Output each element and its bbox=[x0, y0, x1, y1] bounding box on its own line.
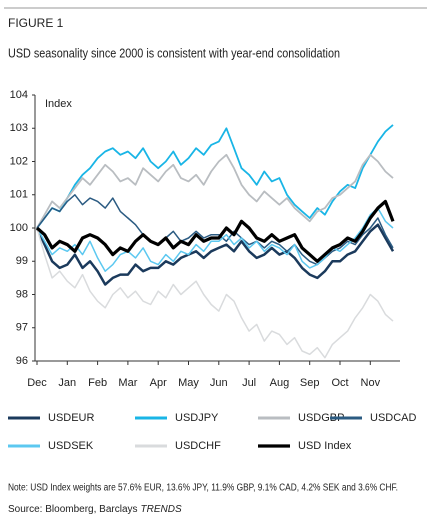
legend-label: USDJPY bbox=[175, 412, 219, 424]
series-line bbox=[36, 194, 394, 266]
y-tick-label: 102 bbox=[10, 155, 28, 167]
y-tick-label: 100 bbox=[10, 222, 28, 234]
x-tick-label: Jun bbox=[210, 377, 228, 389]
x-tick-label: Mar bbox=[118, 377, 137, 389]
x-tick-label: Aug bbox=[270, 377, 290, 389]
x-tick-label: Apr bbox=[150, 377, 167, 389]
source-text: Source: Bloomberg, Barclays bbox=[8, 504, 138, 515]
note: Note: USD Index weights are 57.6% EUR, 1… bbox=[8, 483, 398, 494]
y-tick-label: 104 bbox=[10, 89, 28, 101]
series-line bbox=[35, 223, 395, 286]
figure-label: FIGURE 1 bbox=[8, 16, 64, 30]
x-tick-label: Sep bbox=[300, 377, 320, 389]
series-line bbox=[36, 227, 394, 359]
legend-label: USDGBP bbox=[298, 412, 344, 424]
y-tick-label: 97 bbox=[16, 322, 28, 334]
legend-label: USDEUR bbox=[48, 412, 95, 424]
x-tick-label: Jan bbox=[58, 377, 76, 389]
chart-title: USD seasonality since 2000 is consistent… bbox=[8, 45, 340, 60]
legend-label: USDCHF bbox=[175, 440, 221, 452]
y-tick-label: 98 bbox=[16, 288, 28, 300]
y-tick-label: 96 bbox=[16, 355, 28, 367]
x-tick-label: Oct bbox=[331, 377, 348, 389]
source: Source: Bloomberg, Barclays TRENDS bbox=[8, 504, 182, 515]
x-tick-label: Nov bbox=[361, 377, 381, 389]
y-axis-label: Index bbox=[45, 98, 72, 110]
y-tick-label: 101 bbox=[10, 189, 28, 201]
y-tick-label: 103 bbox=[10, 122, 28, 134]
x-tick-label: Jul bbox=[242, 377, 256, 389]
series-line bbox=[36, 124, 394, 229]
source-italic: TRENDS bbox=[141, 504, 182, 515]
series-line bbox=[36, 153, 394, 229]
legend-label: USDSEK bbox=[48, 440, 94, 452]
x-tick-label: Feb bbox=[88, 377, 107, 389]
series-line bbox=[35, 199, 395, 263]
y-tick-label: 99 bbox=[16, 255, 28, 267]
legend-label: USDCAD bbox=[370, 412, 417, 424]
legend-label: USD Index bbox=[298, 440, 352, 452]
x-tick-label: May bbox=[178, 377, 199, 389]
x-tick-label: Dec bbox=[27, 377, 47, 389]
